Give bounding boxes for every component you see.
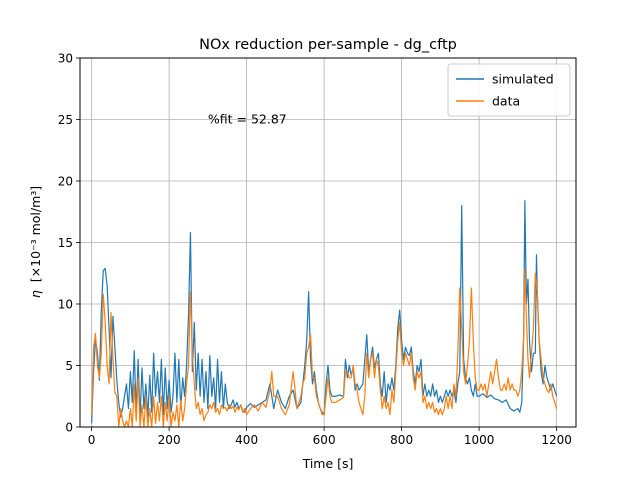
- x-tick-label-2: 400: [235, 433, 258, 447]
- x-axis-label: Time [s]: [302, 456, 354, 471]
- y-axis-label: η [×10⁻³ mol/m³]: [28, 186, 43, 298]
- x-tick-label-6: 1200: [541, 433, 572, 447]
- y-tick-label-0: 0: [65, 421, 73, 435]
- y-tick-label-3: 15: [58, 236, 73, 250]
- series-line-data: [91, 268, 558, 427]
- x-tick-label-4: 800: [390, 433, 413, 447]
- y-tick-label-2: 10: [58, 298, 73, 312]
- y-tick-label-6: 30: [58, 52, 73, 66]
- series-lines: [91, 200, 558, 427]
- y-tick-label-5: 25: [58, 113, 73, 127]
- x-tick-label-5: 1000: [464, 433, 495, 447]
- y-axis-label-symbol: η: [28, 290, 43, 298]
- fit-annotation: %fit = 52.87: [208, 112, 287, 127]
- y-axis-label-units: [×10⁻³ mol/m³]: [28, 186, 43, 282]
- legend-box: [447, 63, 571, 117]
- legend-label-data: data: [492, 94, 520, 109]
- chart-title: NOx reduction per-sample - dg_cftp: [199, 37, 457, 53]
- x-tick-label-0: 0: [88, 433, 96, 447]
- y-tick-label-4: 20: [58, 175, 73, 189]
- x-tick-label-1: 200: [158, 433, 181, 447]
- axis-ticks: 0 200 400 600 800 1000 1200 0 5 10 15 20 25 30: [58, 52, 572, 448]
- legend: simulated data: [447, 63, 571, 117]
- x-tick-label-3: 600: [313, 433, 336, 447]
- legend-label-simulated: simulated: [492, 72, 554, 87]
- svg-text:η[×10⁻³ mol/m³]: η [×10⁻³ mol/m³]: [28, 186, 43, 298]
- y-tick-label-1: 5: [65, 359, 73, 373]
- series-line-simulated: [91, 200, 558, 424]
